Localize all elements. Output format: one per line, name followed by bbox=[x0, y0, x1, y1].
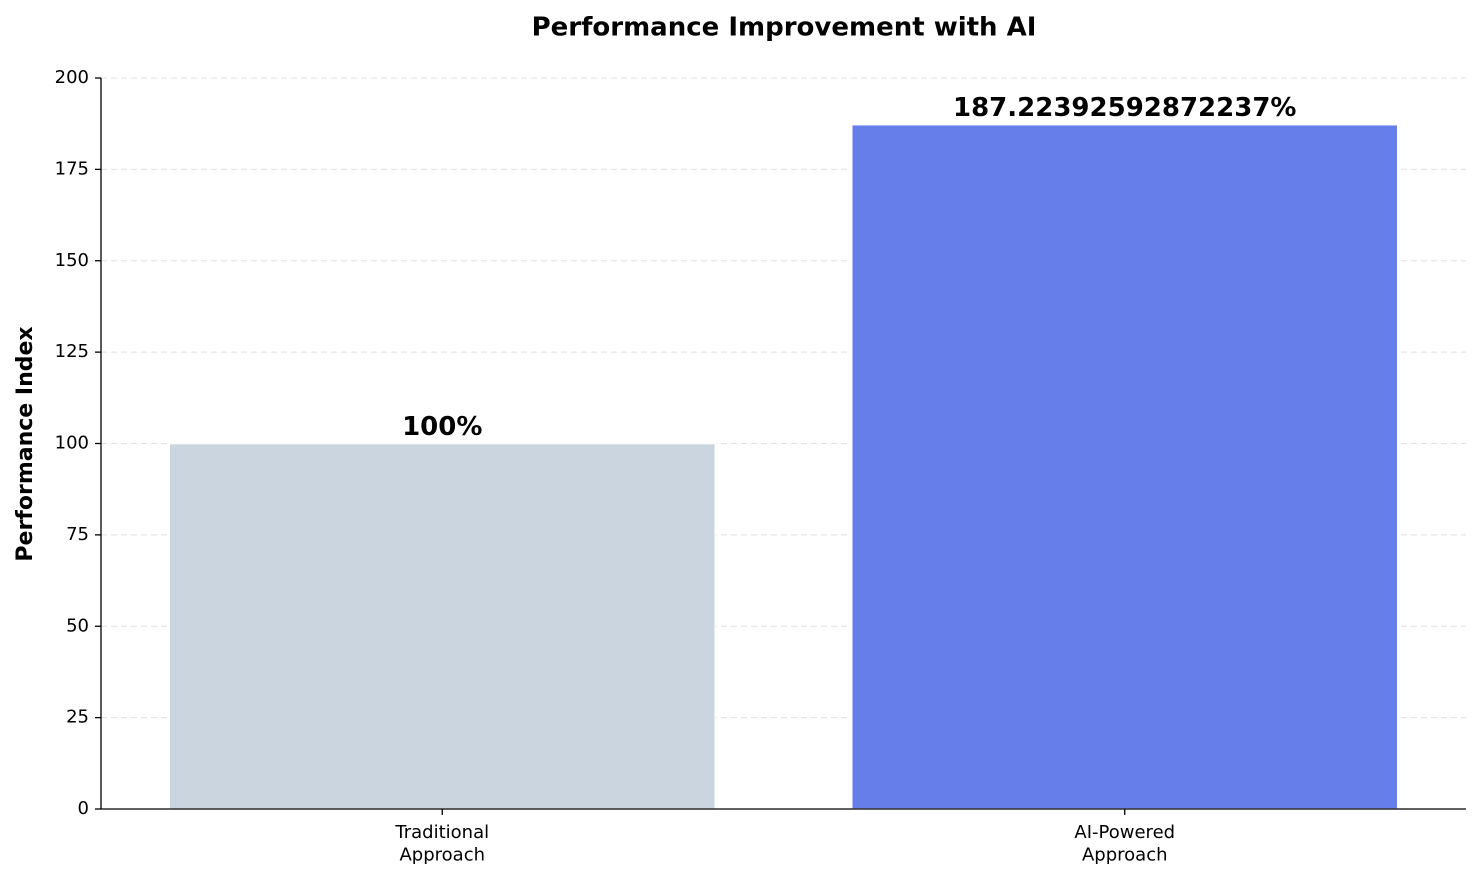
bar bbox=[851, 123, 1399, 810]
value-label: 187.22392592872237% bbox=[953, 93, 1296, 123]
y-tick-label: 0 bbox=[78, 798, 89, 819]
y-tick-label: 150 bbox=[55, 250, 89, 271]
y-tick-label: 50 bbox=[66, 615, 89, 636]
y-tick-label: 75 bbox=[66, 524, 89, 545]
y-tick-label: 125 bbox=[55, 341, 89, 362]
y-tick-label: 25 bbox=[66, 707, 89, 728]
value-label: 100% bbox=[402, 412, 482, 442]
y-tick-label: 100 bbox=[55, 433, 89, 454]
y-tick-label: 175 bbox=[55, 158, 89, 179]
y-axis-label: Performance Index bbox=[13, 326, 38, 561]
chart-title: Performance Improvement with AI bbox=[532, 13, 1037, 43]
x-tick-label: AI-Powered Approach bbox=[1074, 822, 1175, 866]
y-tick-label: 200 bbox=[55, 67, 89, 88]
bar bbox=[168, 442, 716, 810]
x-tick-label: Traditional Approach bbox=[394, 822, 489, 866]
